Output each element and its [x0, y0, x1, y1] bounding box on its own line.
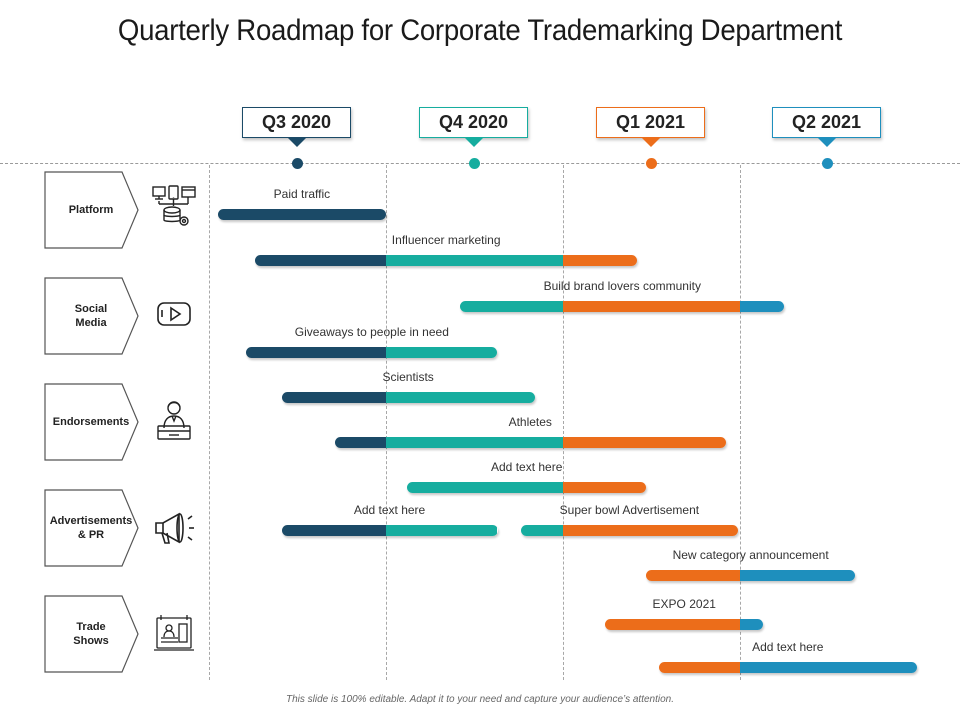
bar-segment: [385, 437, 563, 448]
roadmap-bar: [407, 482, 647, 493]
bar-segment: [562, 525, 739, 536]
bar-segment: [562, 255, 638, 266]
exhibition-booth-icon: [152, 610, 198, 656]
bar-label: Giveaways to people in need: [294, 325, 449, 339]
category-chevron: Platform: [44, 171, 139, 249]
bar-segment: [739, 301, 785, 312]
quarter-pointer: [287, 137, 307, 147]
category-label: Advertisements & PR: [49, 515, 133, 541]
quarter-label: Q2 2021: [772, 107, 881, 138]
bar-segment: [739, 662, 917, 673]
quarter-marker-dot: [645, 158, 657, 169]
roadmap-bar: [255, 255, 638, 266]
category-chevron: Advertisements & PR: [44, 489, 139, 567]
roadmap-bar: [520, 525, 739, 536]
bar-label: Add text here: [353, 503, 426, 517]
quarter-marker-dot: [821, 158, 833, 169]
bar-segment: [385, 525, 498, 536]
devices-database-icon: [152, 184, 198, 230]
quarter-pointer: [641, 137, 661, 147]
quarter-pointer: [817, 137, 837, 147]
category-label: Social Media: [74, 303, 108, 329]
category-chevron: Trade Shows: [44, 595, 139, 673]
roadmap-bar: [217, 209, 386, 220]
megaphone-icon: [152, 505, 198, 551]
bar-segment: [385, 347, 498, 358]
bar-segment: [739, 619, 763, 630]
bar-label: Scientists: [382, 370, 434, 384]
bar-segment: [562, 437, 726, 448]
roadmap-bar: [646, 570, 856, 581]
bar-segment: [460, 301, 563, 312]
bar-segment: [605, 619, 740, 630]
quarter-divider: [740, 165, 741, 680]
bar-segment: [658, 662, 740, 673]
category-label: Trade Shows: [73, 621, 109, 647]
quarter-pointer: [464, 137, 484, 147]
category-label: Platform: [68, 204, 114, 216]
page-title: Quarterly Roadmap for Corporate Trademar…: [117, 14, 843, 47]
category-label: Endorsements: [52, 416, 130, 428]
bar-segment: [334, 437, 386, 448]
bar-label: Add text here: [491, 460, 563, 474]
roadmap-bar: [605, 619, 763, 630]
footer-note: This slide is 100% editable. Adapt it to…: [285, 694, 675, 705]
category-chevron: Endorsements: [44, 383, 139, 461]
category-chevron: Social Media: [44, 277, 139, 355]
quarter-divider: [209, 165, 210, 680]
bar-label: Super bowl Advertisement: [559, 503, 700, 517]
roadmap-bar: [658, 662, 917, 673]
quarter-label: Q1 2021: [596, 107, 705, 138]
bar-segment: [646, 570, 740, 581]
bar-label: Paid traffic: [273, 187, 331, 201]
bar-segment: [562, 482, 647, 493]
quarter-divider: [386, 165, 387, 680]
bar-segment: [520, 525, 563, 536]
roadmap-bar: [281, 392, 535, 403]
roadmap-bar: [460, 301, 785, 312]
bar-label: Add text here: [752, 640, 824, 654]
quarter-label: Q4 2020: [419, 107, 528, 138]
bar-label: Influencer marketing: [391, 233, 501, 247]
quarter-divider: [563, 165, 564, 680]
video-play-icon: [152, 292, 198, 338]
person-at-podium-icon: [152, 398, 198, 444]
timeline-axis: [0, 163, 960, 164]
quarter-label: Q3 2020: [242, 107, 351, 138]
bar-segment: [385, 255, 563, 266]
bar-label: Athletes: [508, 415, 552, 429]
bar-segment: [246, 347, 386, 358]
bar-label: EXPO 2021: [652, 597, 716, 611]
bar-segment: [739, 570, 856, 581]
roadmap-bar: [334, 437, 726, 448]
bar-label: New category announcement: [672, 548, 829, 562]
quarter-marker-dot: [468, 158, 480, 169]
quarter-marker-dot: [291, 158, 303, 169]
bar-segment: [407, 482, 563, 493]
bar-segment: [255, 255, 386, 266]
bar-segment: [217, 209, 386, 220]
bar-segment: [281, 525, 386, 536]
bar-segment: [385, 392, 535, 403]
roadmap-bar: [281, 525, 498, 536]
roadmap-bar: [246, 347, 498, 358]
bar-segment: [281, 392, 386, 403]
bar-label: Build brand lovers community: [543, 279, 701, 293]
bar-segment: [562, 301, 740, 312]
